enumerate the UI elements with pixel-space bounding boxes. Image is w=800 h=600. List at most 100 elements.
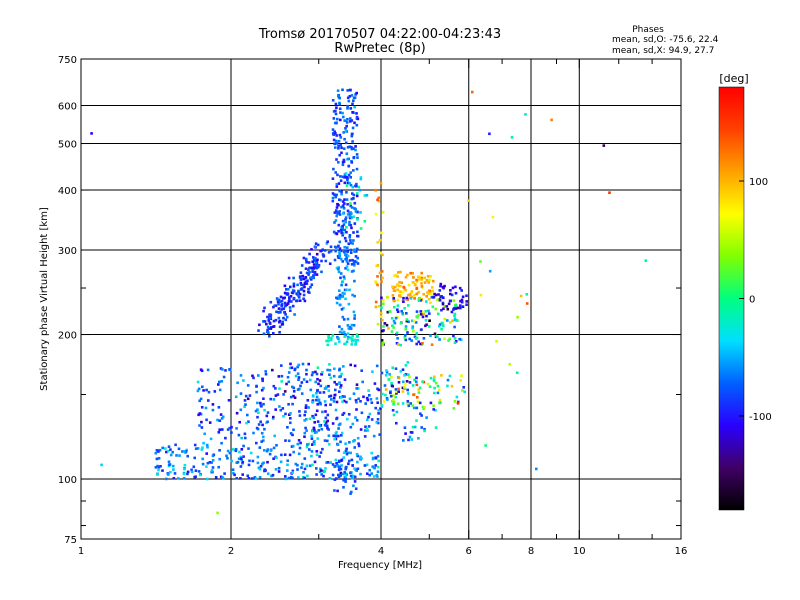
- data-point: [313, 440, 316, 443]
- data-point: [338, 240, 342, 244]
- data-point: [317, 265, 320, 268]
- data-point: [291, 471, 294, 474]
- data-point: [399, 343, 402, 347]
- data-point: [275, 444, 278, 447]
- data-point: [354, 93, 357, 96]
- data-point: [349, 425, 353, 429]
- data-point: [344, 467, 348, 470]
- data-point: [202, 389, 205, 392]
- data-point: [359, 428, 363, 431]
- data-point: [402, 300, 405, 303]
- data-point: [287, 276, 291, 280]
- data-point: [418, 386, 422, 390]
- data-point: [342, 456, 345, 459]
- data-point: [295, 293, 299, 296]
- data-point: [289, 412, 292, 415]
- data-point: [374, 305, 378, 309]
- data-point: [346, 104, 349, 108]
- data-point: [305, 271, 309, 275]
- data-point: [177, 477, 180, 480]
- data-point: [288, 306, 292, 309]
- data-point: [346, 157, 349, 161]
- data-point: [338, 254, 341, 258]
- data-point: [336, 489, 339, 493]
- data-point: [352, 239, 355, 242]
- data-point: [256, 461, 260, 465]
- data-point: [334, 434, 338, 438]
- data-point: [208, 461, 212, 464]
- data-point: [174, 443, 177, 447]
- data-point: [369, 398, 373, 401]
- data-point: [479, 293, 483, 297]
- data-point: [211, 459, 215, 462]
- data-point: [295, 299, 298, 303]
- data-point: [311, 394, 315, 398]
- data-point: [300, 392, 304, 395]
- data-point: [334, 342, 337, 345]
- data-point: [338, 340, 341, 343]
- data-point: [334, 112, 338, 116]
- data-point: [280, 453, 283, 457]
- data-point: [456, 402, 460, 405]
- data-point: [239, 374, 243, 377]
- data-point: [230, 459, 233, 463]
- y-tick-label: 75: [64, 535, 77, 546]
- data-point: [182, 477, 186, 480]
- data-point: [344, 119, 348, 123]
- data-point: [345, 152, 349, 155]
- data-point: [378, 238, 382, 242]
- data-point: [316, 377, 319, 381]
- data-point: [310, 450, 314, 453]
- data-point: [331, 463, 335, 466]
- data-point: [438, 324, 441, 328]
- data-point: [277, 307, 281, 310]
- data-point: [354, 343, 357, 346]
- data-point: [269, 449, 273, 452]
- data-point: [432, 379, 436, 383]
- data-point: [281, 320, 284, 324]
- data-point: [359, 211, 362, 214]
- data-point: [429, 376, 433, 380]
- data-point: [182, 472, 186, 476]
- data-point: [347, 164, 350, 168]
- data-point: [365, 396, 369, 400]
- data-point: [342, 115, 345, 119]
- data-point: [302, 289, 306, 293]
- data-point: [313, 270, 317, 274]
- data-point: [327, 251, 331, 254]
- data-point: [263, 408, 266, 412]
- data-point: [288, 296, 291, 299]
- data-point: [257, 423, 261, 426]
- data-point: [337, 161, 340, 164]
- data-point: [310, 248, 313, 251]
- data-point: [330, 336, 333, 340]
- data-point: [240, 458, 244, 462]
- colorbar-tick-label: 100: [749, 177, 768, 188]
- data-point: [276, 393, 280, 396]
- data-point: [186, 472, 189, 476]
- data-point: [396, 288, 400, 292]
- data-point: [342, 158, 346, 162]
- x-tick-label: 16: [675, 546, 688, 557]
- data-point: [355, 408, 358, 411]
- data-point: [233, 473, 236, 477]
- data-point: [387, 327, 390, 330]
- data-point: [190, 470, 194, 474]
- data-point: [202, 441, 205, 445]
- data-point: [225, 454, 228, 458]
- data-point: [237, 433, 241, 437]
- data-point: [204, 406, 208, 410]
- data-point: [328, 395, 331, 398]
- data-point: [339, 179, 343, 182]
- data-point: [221, 415, 225, 419]
- data-point: [234, 395, 238, 399]
- data-point: [390, 330, 394, 333]
- data-point: [394, 285, 397, 289]
- data-point: [395, 392, 398, 395]
- data-point: [315, 395, 319, 399]
- data-point: [284, 304, 287, 308]
- data-point: [210, 469, 214, 472]
- data-point: [396, 310, 400, 313]
- data-point: [344, 253, 347, 257]
- data-point: [324, 259, 328, 263]
